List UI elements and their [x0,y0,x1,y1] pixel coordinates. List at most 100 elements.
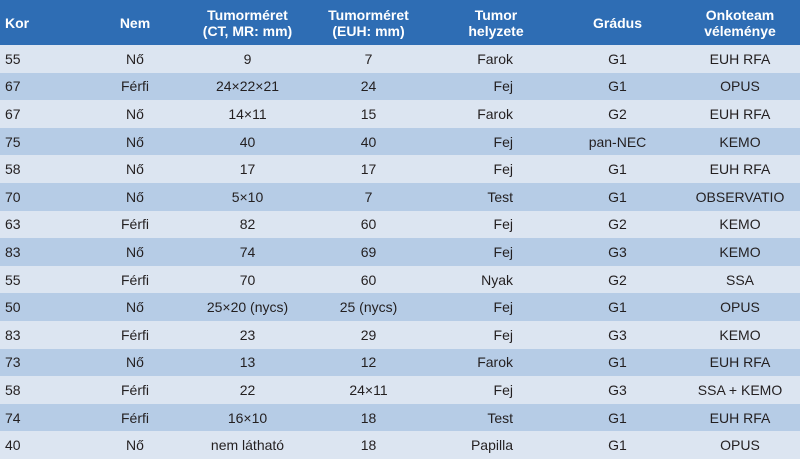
table-cell: Nő [75,155,195,183]
table-cell: 29 [300,320,437,349]
table-cell: G1 [555,155,680,183]
table-cell: Fej [437,210,555,239]
table-cell: Férfi [75,265,195,294]
table-cell: 24 [300,72,437,101]
table-cell: Férfi [75,320,195,349]
table-cell: 75 [0,127,75,156]
table-row: 83 Férfi 23 29 Fej G3 KEMO [0,320,800,349]
table-cell: 74 [0,403,75,432]
table-cell: 58 [0,155,75,183]
table-cell: Farok [437,45,555,73]
table-cell: 18 [300,431,437,459]
table-cell: KEMO [680,210,800,239]
table-cell: OPUS [680,72,800,101]
table-cell: OPUS [680,293,800,321]
table-cell: 55 [0,45,75,73]
header-cell: Grádus [555,0,680,45]
header-cell: Tumorméret (CT, MR: mm) [195,0,300,45]
table-cell: SSA + KEMO [680,376,800,404]
table-cell: G1 [555,403,680,432]
table-row: 63 Férfi 82 60 Fej G2 KEMO [0,210,800,239]
table-cell: Fej [437,155,555,183]
table-row: 55 Nő 9 7 Farok G1 EUH RFA [0,45,800,73]
table-cell: Nő [75,431,195,459]
table-cell: G3 [555,376,680,404]
table-row: 67 Nő 14×11 15 Farok G2 EUH RFA [0,100,800,128]
table-cell: Nő [75,348,195,377]
table-row: 75 Nő 40 40 Fej pan-NEC KEMO [0,127,800,156]
table-cell: G3 [555,238,680,266]
table-cell: G3 [555,320,680,349]
table-cell: G1 [555,45,680,73]
table-cell: Nő [75,45,195,73]
table-row: 50 Nő 25×20 (nycs) 25 (nycs) Fej G1 OPUS [0,293,800,321]
table-cell: EUH RFA [680,45,800,73]
table-cell: 67 [0,100,75,128]
table-cell: 55 [0,265,75,294]
table-cell: 63 [0,210,75,239]
table-cell: Nyak [437,265,555,294]
table-cell: 22 [195,376,300,404]
table-cell: Test [437,182,555,211]
table-cell: pan-NEC [555,127,680,156]
table-cell: 40 [300,127,437,156]
table-cell: 9 [195,45,300,73]
table-cell: 74 [195,238,300,266]
table-cell: G1 [555,348,680,377]
table-cell: 7 [300,45,437,73]
table-cell: 24×22×21 [195,72,300,101]
table-cell: 60 [300,265,437,294]
table-row: 73 Nő 13 12 Farok G1 EUH RFA [0,348,800,377]
table-cell: Farok [437,348,555,377]
table-body: 55 Nő 9 7 Farok G1 EUH RFA 67 Férfi 24×22×21 24 Fej… [0,45,800,459]
table-cell: 25×20 (nycs) [195,293,300,321]
table-cell: G1 [555,182,680,211]
header-cell: Nem [75,0,195,45]
table-cell: EUH RFA [680,155,800,183]
table-cell: KEMO [680,127,800,156]
table-row: 55 Férfi 70 60 Nyak G2 SSA [0,265,800,294]
table-cell: Nő [75,182,195,211]
table-row: 70 Nő 5×10 7 Test G1 OBSERVATIO [0,182,800,211]
table-cell: SSA [680,265,800,294]
table-cell: 17 [195,155,300,183]
table-cell: 73 [0,348,75,377]
table-cell: 60 [300,210,437,239]
table-cell: Fej [437,238,555,266]
table-cell: 69 [300,238,437,266]
table-cell: EUH RFA [680,403,800,432]
table-cell: Fej [437,293,555,321]
table-cell: 40 [195,127,300,156]
table-cell: G2 [555,265,680,294]
table-cell: Test [437,403,555,432]
table-row: 74 Férfi 16×10 18 Test G1 EUH RFA [0,403,800,432]
header-cell: Tumor helyzete [437,0,555,45]
table-cell: 67 [0,72,75,101]
table-cell: 83 [0,238,75,266]
table-cell: 12 [300,348,437,377]
table-cell: G1 [555,72,680,101]
table-cell: 58 [0,376,75,404]
table-cell: Nő [75,100,195,128]
table-cell: 15 [300,100,437,128]
table-cell: G2 [555,100,680,128]
header-row: Kor Nem Tumorméret (CT, MR: mm) Tumorméret … [0,0,800,45]
table-cell: EUH RFA [680,348,800,377]
table-row: 58 Nő 17 17 Fej G1 EUH RFA [0,155,800,183]
table-cell: KEMO [680,238,800,266]
table-cell: 16×10 [195,403,300,432]
table-cell: 24×11 [300,376,437,404]
table-cell: 13 [195,348,300,377]
header-cell: Onkoteam véleménye [680,0,800,45]
table-row: 40 Nő nem látható 18 Papilla G1 OPUS [0,431,800,459]
table-cell: Nő [75,293,195,321]
table-cell: 14×11 [195,100,300,128]
table-cell: 25 (nycs) [300,293,437,321]
table-cell: 18 [300,403,437,432]
table-cell: Fej [437,320,555,349]
table-cell: 70 [0,182,75,211]
table-cell: 83 [0,320,75,349]
table-cell: G1 [555,293,680,321]
